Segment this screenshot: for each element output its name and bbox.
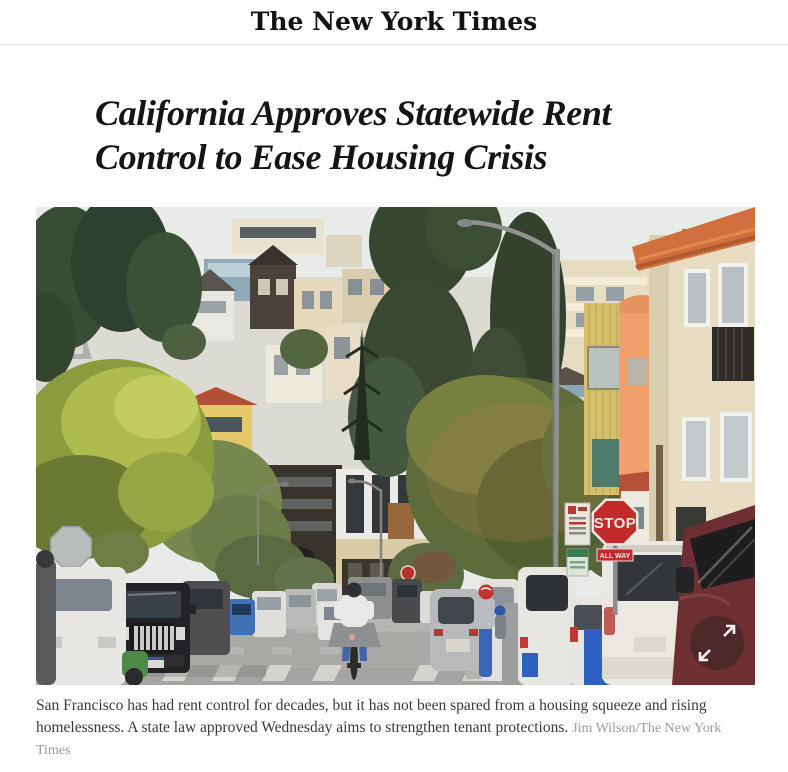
- riders-right: [475, 584, 506, 677]
- photo-caption: San Francisco has had rent control for d…: [36, 695, 753, 761]
- caption-text: San Francisco has had rent control for d…: [36, 696, 707, 736]
- stop-sign: STOP ALL WAY: [591, 498, 639, 615]
- headline-line-2: Control to Ease Housing Crisis: [95, 136, 548, 177]
- masthead: The New York Times: [0, 0, 788, 45]
- parked-cars-right: [392, 504, 755, 685]
- all-way-plaque-text: ALL WAY: [600, 553, 631, 560]
- photo-credit: Jim Wilson/The New York Times: [36, 720, 722, 758]
- article-figure: STOP ALL WAY San Francisco has had rent …: [36, 206, 755, 761]
- distant-stop-sign: [400, 565, 416, 581]
- article-headline: California Approves Statewide Rent Contr…: [95, 92, 705, 180]
- headline-line-1: California Approves Statewide Rent: [95, 93, 612, 133]
- foreground-buildings-right: [584, 206, 755, 569]
- stop-sign-text: STOP: [594, 515, 637, 532]
- trees: [36, 206, 716, 607]
- street-lamp: [257, 218, 663, 603]
- nyt-masthead-logo[interactable]: The New York Times: [250, 7, 538, 36]
- parking-signs: [564, 502, 591, 577]
- article-photo[interactable]: STOP ALL WAY: [36, 206, 755, 685]
- expand-arrows-icon: [698, 624, 736, 662]
- expand-button[interactable]: [690, 615, 744, 670]
- cyclist: [328, 582, 381, 680]
